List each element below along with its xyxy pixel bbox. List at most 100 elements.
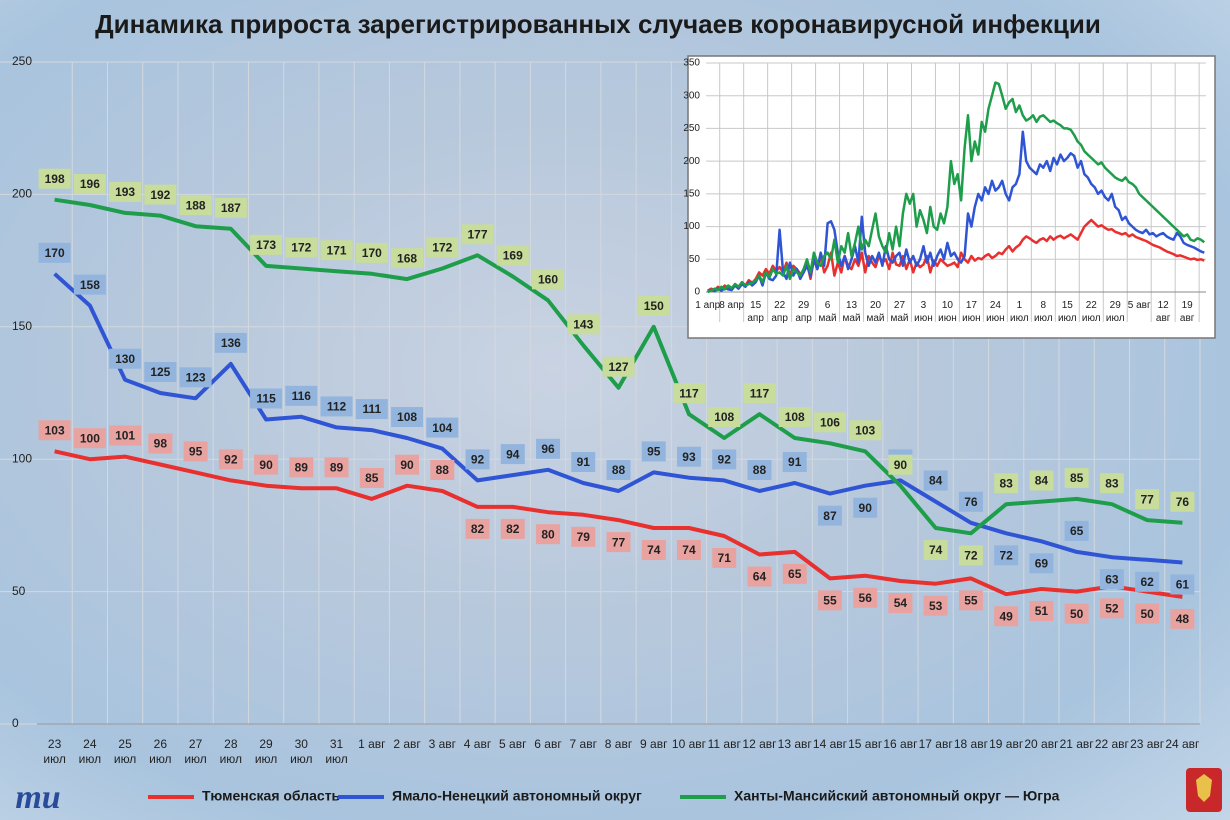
series-line [707, 130, 1205, 294]
data-label-box [496, 245, 529, 266]
y-tick-label: 200 [683, 156, 700, 167]
data-label-box [1099, 598, 1124, 619]
data-label: 54 [894, 596, 908, 610]
inset-frame [687, 55, 1216, 339]
data-label-box [672, 383, 705, 404]
x-tick-label: 22 апр [771, 300, 788, 324]
data-label-box [637, 295, 670, 316]
data-label-box [849, 420, 882, 441]
data-label: 90 [400, 458, 414, 472]
data-label: 94 [506, 447, 520, 461]
data-label: 173 [256, 238, 276, 252]
data-label: 130 [115, 352, 135, 366]
data-label-box [1170, 491, 1195, 512]
data-label-box [1135, 571, 1160, 592]
data-label-box [813, 412, 846, 433]
y-tick-label: 350 [683, 58, 700, 69]
data-label: 51 [1035, 604, 1049, 618]
data-label: 117 [750, 386, 770, 400]
data-label: 64 [753, 570, 767, 584]
plot: 0 50 100 150 200 250 300 350 [683, 55, 1216, 339]
x-tick-label: 13 авг [777, 737, 812, 751]
data-label-box [1029, 553, 1054, 574]
data-label: 69 [1035, 556, 1049, 570]
data-label: 198 [45, 172, 65, 186]
data-label-box [320, 396, 353, 417]
data-label: 89 [330, 460, 344, 474]
data-label: 79 [577, 530, 591, 544]
data-label: 88 [612, 463, 626, 477]
data-label-box [958, 590, 983, 611]
x-tick-label: 24 июл [78, 737, 102, 766]
data-label: 50 [1070, 607, 1084, 621]
data-label-box [500, 444, 525, 465]
data-label-box [1029, 600, 1054, 621]
x-tick-label: 10 авг [671, 737, 707, 751]
legend-label: Ямало-Ненецкий автономный округ [392, 788, 642, 804]
y-tick-label: 150 [683, 188, 700, 199]
data-label: 88 [436, 463, 450, 477]
data-label: 170 [362, 246, 382, 260]
data-label-box [606, 459, 631, 480]
data-label-box [359, 467, 384, 488]
data-label-box [536, 524, 561, 545]
y-tick-label: 0 [12, 716, 19, 730]
data-label: 74 [682, 543, 696, 557]
x-tick-label: 9 авг [640, 737, 668, 751]
x-tick-label: 24 авг [1165, 737, 1200, 751]
data-label: 96 [541, 442, 555, 456]
data-label: 85 [365, 471, 379, 485]
x-tick-label: 21 авг [1059, 737, 1094, 751]
data-label: 76 [1176, 495, 1190, 509]
data-label-box [571, 452, 596, 473]
data-label-box [923, 540, 948, 561]
x-tick-label: 18 авг [953, 737, 988, 751]
data-label-box [109, 181, 142, 202]
data-label: 76 [964, 495, 978, 509]
data-label: 95 [189, 445, 203, 459]
data-label-box [708, 407, 741, 428]
data-label-box [320, 240, 353, 261]
data-label-box [571, 526, 596, 547]
data-label-box [923, 595, 948, 616]
y-tick-label: 50 [12, 584, 26, 598]
data-label: 172 [291, 241, 311, 255]
x-tick-label: 11 авг [707, 737, 741, 751]
y-tick-label: 100 [12, 451, 32, 465]
data-label: 158 [80, 278, 100, 292]
x-tick-label: 7 авг [569, 737, 597, 751]
data-label-box [395, 454, 420, 475]
data-label: 103 [855, 423, 875, 437]
x-tick-label: 5 авг [1127, 300, 1151, 311]
data-label-box [1029, 470, 1054, 491]
x-tick-label: 25 июл [113, 737, 137, 766]
data-label-box [536, 438, 561, 459]
data-label-box [355, 242, 388, 263]
data-label-box [747, 566, 772, 587]
data-label: 80 [541, 527, 555, 541]
data-label-box [218, 449, 243, 470]
x-tick-label: 10 июн [938, 300, 957, 324]
data-label-box [179, 195, 212, 216]
x-tick-label: 15 апр [747, 300, 764, 324]
x-tick-label: 31 июл [325, 737, 348, 766]
data-label: 177 [468, 227, 488, 241]
x-tick-label: 27 май [890, 300, 909, 324]
data-label: 74 [929, 543, 943, 557]
data-label-box [500, 518, 525, 539]
data-label: 63 [1105, 572, 1119, 586]
data-label-box [250, 234, 283, 255]
data-label-box [712, 547, 737, 568]
data-label: 108 [397, 410, 417, 424]
data-label-box [888, 454, 913, 475]
x-tick-label: 29 июл [1105, 300, 1125, 324]
x-tick-label: 15 июл [1057, 300, 1077, 324]
x-tick-label: 3 июн [914, 300, 933, 324]
x-tick-label: 1 июл [1009, 300, 1029, 324]
data-label: 71 [718, 551, 732, 565]
data-label: 82 [506, 522, 520, 536]
x-tick-label: 30 июл [290, 737, 313, 766]
data-label-box [817, 590, 842, 611]
